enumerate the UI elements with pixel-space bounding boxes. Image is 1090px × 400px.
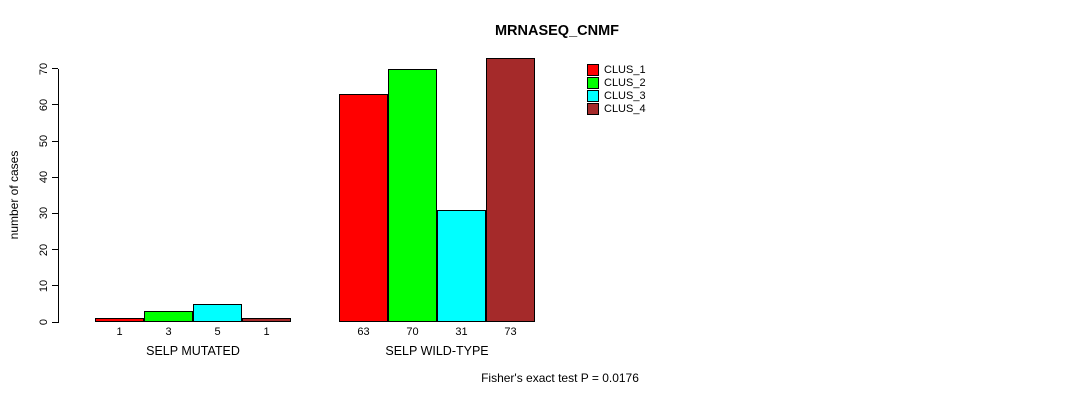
legend-label: CLUS_2 bbox=[604, 77, 646, 89]
legend-swatch-CLUS_2 bbox=[587, 77, 599, 89]
legend-label: CLUS_3 bbox=[604, 90, 646, 102]
legend-label: CLUS_4 bbox=[604, 103, 646, 115]
y-tick-mark bbox=[52, 212, 58, 214]
y-axis-title: number of cases bbox=[7, 150, 21, 240]
footnote-text: Fisher's exact test P = 0.0176 bbox=[481, 371, 639, 385]
bar-value-label: 73 bbox=[504, 326, 517, 338]
legend-swatch-CLUS_3 bbox=[587, 90, 599, 102]
y-tick-label: 30 bbox=[38, 207, 50, 220]
bar-value-label: 31 bbox=[455, 326, 468, 338]
bar-CLUS_3 bbox=[437, 209, 486, 322]
y-tick-label: 50 bbox=[38, 134, 50, 148]
y-tick-mark bbox=[52, 176, 58, 178]
bar-value-label: 70 bbox=[406, 326, 419, 338]
bar-value-label: 3 bbox=[165, 326, 172, 338]
group-label: SELP WILD-TYPE bbox=[385, 344, 489, 358]
y-tick-label: 40 bbox=[38, 171, 50, 184]
group-label: SELP MUTATED bbox=[146, 344, 240, 358]
bar-value-label: 1 bbox=[116, 326, 123, 338]
bar-value-label: 1 bbox=[263, 326, 270, 338]
bar-CLUS_4 bbox=[486, 57, 535, 322]
y-tick-mark bbox=[52, 140, 58, 142]
legend-swatch-CLUS_4 bbox=[587, 103, 599, 115]
y-tick-label: 70 bbox=[38, 62, 50, 75]
chart-title: MRNASEQ_CNMF bbox=[494, 23, 620, 39]
bar-CLUS_1 bbox=[339, 93, 388, 322]
bar-CLUS_1 bbox=[95, 318, 144, 322]
y-tick-mark bbox=[52, 321, 58, 323]
y-tick-label: 20 bbox=[38, 243, 50, 256]
y-tick-mark bbox=[52, 104, 58, 106]
y-tick-label: 0 bbox=[38, 318, 50, 326]
legend-label: CLUS_1 bbox=[604, 64, 646, 76]
y-tick-mark bbox=[52, 285, 58, 287]
y-tick-label: 10 bbox=[38, 279, 50, 292]
y-tick-mark bbox=[52, 249, 58, 251]
bar-CLUS_2 bbox=[144, 311, 193, 322]
bar-value-label: 63 bbox=[357, 326, 370, 338]
bar-value-label: 5 bbox=[214, 326, 221, 338]
bar-CLUS_3 bbox=[193, 303, 242, 322]
y-tick-label: 60 bbox=[38, 98, 50, 111]
y-tick-mark bbox=[52, 68, 58, 70]
y-axis-line bbox=[58, 69, 59, 323]
bar-CLUS_4 bbox=[242, 318, 291, 322]
bar-CLUS_2 bbox=[388, 68, 437, 322]
legend-swatch-CLUS_1 bbox=[587, 64, 599, 76]
